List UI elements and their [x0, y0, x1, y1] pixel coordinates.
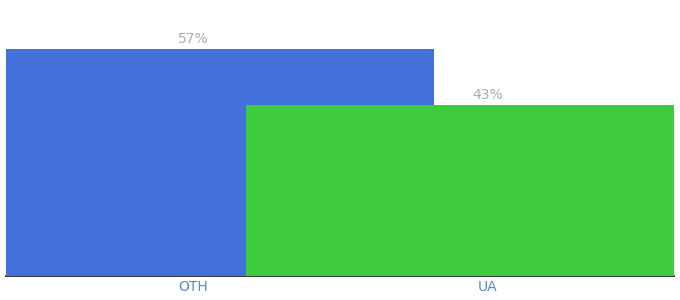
Text: 57%: 57% — [177, 32, 208, 46]
Bar — [246, 105, 680, 276]
Bar — [0, 49, 434, 276]
Text: 43%: 43% — [472, 88, 503, 102]
